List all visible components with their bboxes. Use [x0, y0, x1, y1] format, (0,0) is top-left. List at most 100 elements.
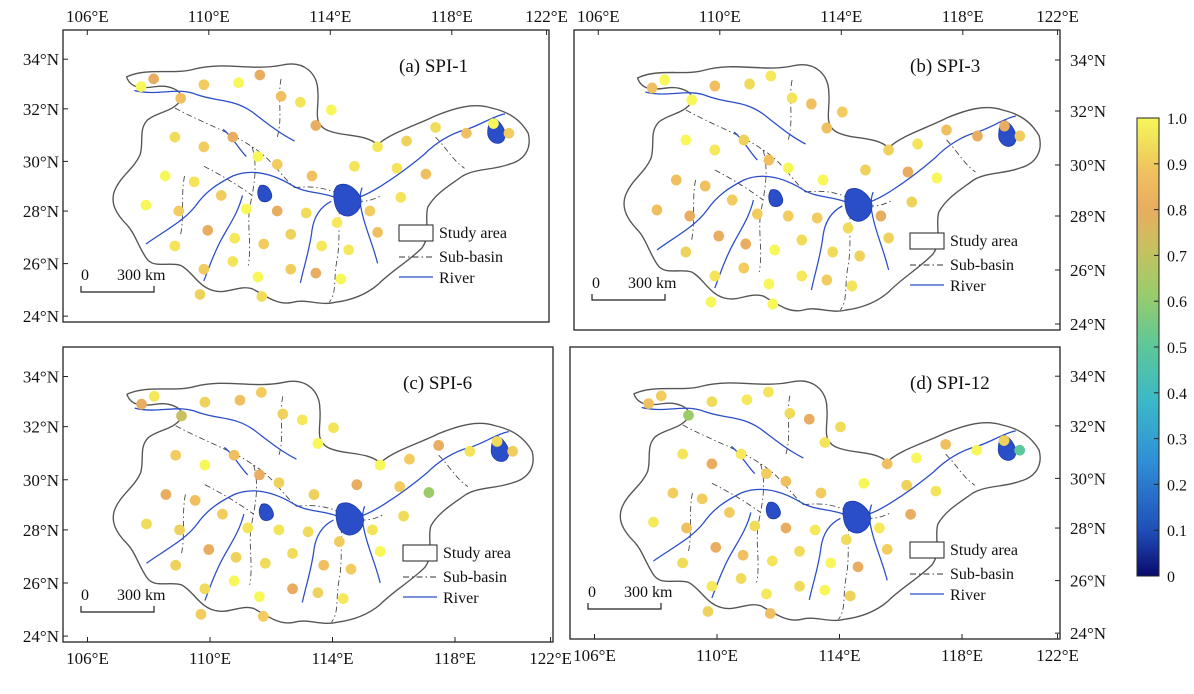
station-dot — [308, 489, 320, 500]
colorbar-tick-label: 0.7 — [1167, 248, 1187, 265]
colorbar-tick-label: 0.5 — [1167, 340, 1187, 357]
station-dot — [141, 518, 152, 530]
legend-study-area-swatch — [909, 541, 945, 559]
station-dot — [724, 507, 735, 518]
station-dot — [930, 485, 942, 497]
station-dot — [228, 575, 240, 587]
legend-river: River — [443, 590, 479, 607]
station-dot — [710, 542, 722, 553]
station-dot — [202, 225, 214, 236]
station-dot — [491, 436, 503, 447]
station-dot — [229, 232, 241, 244]
station-dot — [840, 534, 852, 545]
station-dot — [423, 487, 435, 498]
station-dot — [374, 459, 386, 471]
station-dot — [310, 120, 322, 131]
station-dot — [188, 176, 200, 188]
station-dot — [395, 192, 407, 203]
station-dot — [819, 437, 831, 448]
station-dot — [203, 544, 215, 555]
station-dot — [764, 608, 776, 619]
lon-tick-label: 118°E — [434, 649, 476, 668]
station-dot — [905, 509, 916, 520]
station-dot — [198, 79, 210, 91]
station-dot — [227, 256, 239, 267]
colorbar-tick-label: 0.6 — [1167, 294, 1187, 311]
station-dot — [735, 448, 747, 460]
lat-tick-label: 30°N — [23, 471, 59, 490]
station-dot — [794, 545, 805, 557]
station-dot — [394, 481, 406, 493]
lat-tick-label: 34°N — [23, 368, 59, 387]
scale-bar — [80, 286, 155, 293]
station-dot — [217, 508, 228, 520]
station-dot — [189, 494, 201, 506]
station-dot — [351, 479, 363, 491]
colorbar: 1.0 0.9 0.8 0.7 0.6 0.5 0.4 0.3 0.2 0.1 0 — [1136, 111, 1187, 586]
lat-tick-label: 32°N — [1070, 102, 1106, 121]
station-dot — [683, 409, 694, 421]
station-dot — [233, 77, 244, 89]
legend-sub-basin: Sub-basin — [443, 569, 507, 586]
station-dot — [160, 489, 172, 500]
station-dot — [699, 180, 711, 192]
colorbar-tick-label: 0.1 — [1167, 523, 1187, 540]
station-dot — [312, 587, 324, 599]
colorbar-tick-label: 0.4 — [1167, 386, 1187, 403]
station-dot — [702, 606, 714, 617]
map-panel-b: (b) SPI-3 Study area Sub-basin River 0 300 km… — [573, 7, 1106, 334]
legend-study-area: Study area — [950, 542, 1018, 559]
station-dot — [1014, 130, 1026, 142]
station-dot — [827, 246, 838, 258]
station-dot — [782, 162, 794, 174]
colorbar-tick-label: 1.0 — [1167, 111, 1187, 128]
station-dot — [254, 591, 265, 603]
lat-tick-label: 26°N — [1070, 261, 1106, 280]
lat-tick-label: 28°N — [23, 202, 59, 221]
legend-sub-basin: Sub-basin — [950, 257, 1014, 274]
station-dot — [174, 524, 185, 536]
station-dot — [782, 210, 794, 222]
station-dot — [677, 557, 689, 569]
lat-tick-label: 24°N — [1070, 315, 1106, 334]
station-dot — [271, 205, 283, 217]
station-dot — [713, 230, 725, 242]
station-dot — [971, 444, 983, 456]
study-area-outline — [623, 64, 1041, 312]
station-dot — [706, 396, 718, 408]
colorbar-tick-label: 0.9 — [1167, 157, 1187, 174]
station-dot — [273, 524, 285, 536]
station-dot — [285, 263, 297, 275]
station-dot — [312, 438, 324, 449]
station-dot — [325, 104, 337, 116]
station-dot — [259, 557, 271, 569]
station-dot — [811, 212, 823, 224]
station-dot — [858, 477, 870, 489]
station-dot — [148, 390, 160, 402]
panel-title: (c) SPI-6 — [403, 373, 472, 394]
station-dot — [271, 159, 283, 170]
lon-tick-label: 110°E — [699, 7, 741, 26]
station-dot — [398, 510, 409, 522]
lat-tick-label: 28°N — [23, 521, 59, 540]
station-dot — [367, 524, 378, 536]
station-dot — [256, 386, 267, 398]
scale-bar — [587, 603, 662, 610]
station-dot — [765, 70, 777, 82]
station-dot — [316, 240, 327, 252]
scale-zero: 0 — [592, 275, 600, 292]
station-dot — [726, 194, 738, 206]
station-dot — [854, 250, 865, 262]
station-dot — [488, 118, 499, 129]
lon-tick-label: 106°E — [66, 7, 109, 26]
lon-tick-label: 106°E — [66, 649, 109, 668]
station-dot — [875, 210, 887, 222]
station-dot — [343, 244, 354, 256]
lon-tick-label: 122°E — [525, 7, 568, 26]
station-dot — [819, 584, 831, 596]
scale-300km: 300 km — [628, 275, 677, 292]
legend-sub-basin: Sub-basin — [950, 566, 1014, 583]
station-dot — [328, 422, 339, 434]
station-dot — [372, 141, 383, 153]
